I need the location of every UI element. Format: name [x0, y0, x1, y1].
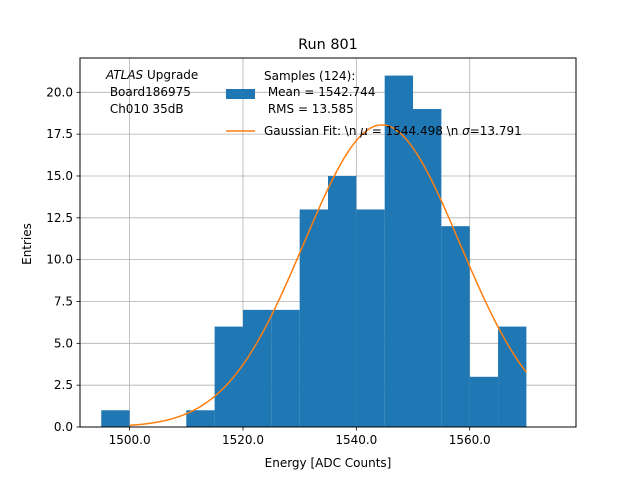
histogram-bar: [328, 175, 357, 427]
histogram-bar: [441, 226, 470, 427]
gaussian-fit-curve: [129, 124, 527, 427]
legend-samples-line-2: Mean = 1542.744: [264, 85, 375, 99]
histogram-bar: [186, 410, 215, 427]
x-tick-label: 1500.0: [109, 433, 151, 447]
y-tick-label: 0.0: [54, 420, 73, 434]
annotation-line-1: ATLAS Upgrade: [105, 68, 198, 82]
histogram-bar: [498, 326, 527, 427]
annotation-atlas: ATLAS: [105, 68, 144, 82]
histogram-bar: [214, 326, 243, 427]
histogram-bar: [242, 309, 272, 427]
plot-frame: [79, 57, 577, 428]
x-axis-ticks: 1500.0 1520.0 1540.0 1560.0: [109, 427, 491, 447]
annotation-line-2: Board186975: [106, 85, 191, 99]
y-tick-label: 17.5: [46, 127, 73, 141]
histogram-bar: [384, 75, 414, 428]
legend-fit-label: Gaussian Fit: \n μ = 1544.498 \n σ=13.79…: [264, 124, 522, 138]
y-tick-label: 12.5: [46, 211, 73, 225]
x-tick-label: 1540.0: [335, 433, 377, 447]
annotation-line-3: Ch010 35dB: [106, 102, 184, 116]
y-tick-label: 2.5: [54, 378, 73, 392]
histogram-bar: [299, 209, 328, 427]
histogram-bar: [356, 209, 385, 427]
legend-samples-line-1: Samples (124):: [264, 69, 355, 83]
y-tick-label: 7.5: [54, 294, 73, 308]
histogram-bar: [469, 376, 499, 427]
y-tick-label: 5.0: [54, 336, 73, 350]
legend: Samples (124): Mean = 1542.744 RMS = 13.…: [226, 69, 522, 138]
legend-samples-swatch: [226, 89, 255, 99]
y-axis-ticks: 0.0 2.5 5.0 7.5 10.0 12.5 15.0 17.5 20.0: [46, 85, 80, 434]
y-tick-label: 20.0: [46, 85, 73, 99]
x-tick-label: 1560.0: [449, 433, 491, 447]
x-tick-label: 1520.0: [222, 433, 264, 447]
y-tick-label: 15.0: [46, 169, 73, 183]
legend-samples-line-3: RMS = 13.585: [264, 102, 354, 116]
histogram-bar: [413, 109, 442, 427]
histogram-bar: [271, 309, 300, 427]
histogram-bars: [101, 75, 527, 428]
y-axis-label: Entries: [20, 223, 34, 265]
histogram-bar: [101, 410, 130, 427]
y-tick-label: 10.0: [46, 253, 73, 267]
gaussian-fit-line: [129, 124, 527, 427]
atlas-annotation: ATLAS Upgrade Board186975 Ch010 35dB: [105, 68, 198, 116]
annotation-upgrade: Upgrade: [143, 68, 198, 82]
x-axis-label: Energy [ADC Counts]: [265, 456, 392, 470]
chart-title: Run 801: [298, 37, 358, 53]
